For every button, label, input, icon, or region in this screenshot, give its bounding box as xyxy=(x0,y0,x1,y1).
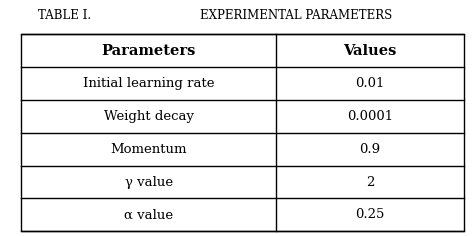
Text: γ value: γ value xyxy=(125,176,173,189)
Text: Weight decay: Weight decay xyxy=(104,110,194,123)
Text: Parameters: Parameters xyxy=(101,44,196,58)
Text: 0.01: 0.01 xyxy=(356,77,385,90)
Text: TABLE I.: TABLE I. xyxy=(38,9,91,22)
Text: Momentum: Momentum xyxy=(110,143,187,156)
Text: 0.9: 0.9 xyxy=(359,143,381,156)
Text: 2: 2 xyxy=(366,176,374,189)
Text: 0.25: 0.25 xyxy=(356,208,385,221)
Bar xyxy=(21,34,464,231)
Text: Values: Values xyxy=(343,44,397,58)
Text: 0.0001: 0.0001 xyxy=(347,110,393,123)
Text: α value: α value xyxy=(124,208,173,221)
Text: EXPERIMENTAL PARAMETERS: EXPERIMENTAL PARAMETERS xyxy=(200,9,392,22)
Text: Initial learning rate: Initial learning rate xyxy=(83,77,215,90)
